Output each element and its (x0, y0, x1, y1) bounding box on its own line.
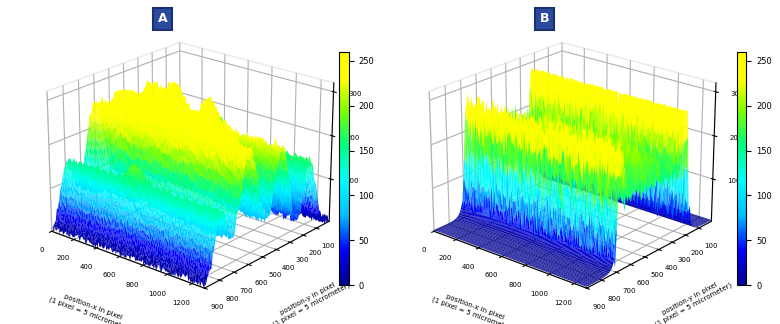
Text: B: B (540, 12, 549, 25)
Text: A: A (158, 12, 167, 25)
X-axis label: position-x in pixel
(1 pixel = 5 micrometer): position-x in pixel (1 pixel = 5 microme… (431, 289, 516, 324)
X-axis label: position-x in pixel
(1 pixel = 5 micrometer): position-x in pixel (1 pixel = 5 microme… (48, 289, 134, 324)
Y-axis label: position-y in pixel
(1 pixel = 5 micrometer): position-y in pixel (1 pixel = 5 microme… (651, 276, 733, 324)
Y-axis label: position-y in pixel
(1 pixel = 5 micrometer): position-y in pixel (1 pixel = 5 microme… (268, 276, 351, 324)
